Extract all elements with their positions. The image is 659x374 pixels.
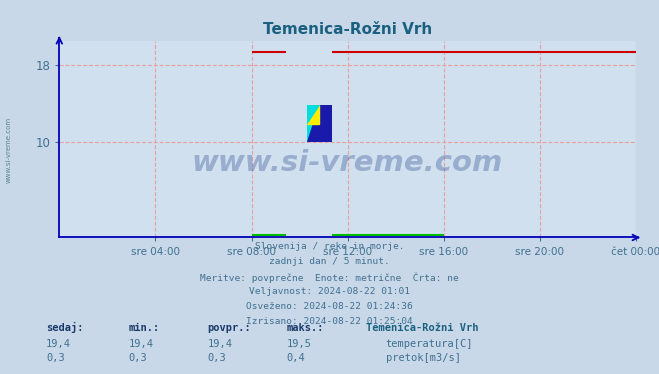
Text: Meritve: povprečne  Enote: metrične  Črta: ne: Meritve: povprečne Enote: metrične Črta:… — [200, 272, 459, 283]
Text: 0,3: 0,3 — [129, 353, 147, 363]
Text: Izrisano: 2024-08-22 01:25:04: Izrisano: 2024-08-22 01:25:04 — [246, 317, 413, 326]
Text: temperatura[C]: temperatura[C] — [386, 339, 473, 349]
Polygon shape — [307, 105, 332, 142]
Text: 0,3: 0,3 — [208, 353, 226, 363]
Text: 0,4: 0,4 — [287, 353, 305, 363]
Text: maks.:: maks.: — [287, 323, 324, 333]
Text: Slovenija / reke in morje.: Slovenija / reke in morje. — [255, 242, 404, 251]
Bar — [307, 105, 320, 124]
Text: pretok[m3/s]: pretok[m3/s] — [386, 353, 461, 363]
Text: 0,3: 0,3 — [46, 353, 65, 363]
Text: povpr.:: povpr.: — [208, 323, 251, 333]
Bar — [307, 105, 320, 124]
Text: zadnji dan / 5 minut.: zadnji dan / 5 minut. — [269, 257, 390, 266]
Text: min.:: min.: — [129, 323, 159, 333]
Polygon shape — [307, 105, 320, 124]
Text: www.si-vreme.com: www.si-vreme.com — [192, 149, 503, 177]
Polygon shape — [307, 105, 332, 142]
Text: Veljavnost: 2024-08-22 01:01: Veljavnost: 2024-08-22 01:01 — [249, 287, 410, 296]
Text: 19,4: 19,4 — [208, 339, 233, 349]
Text: www.si-vreme.com: www.si-vreme.com — [5, 117, 11, 183]
Text: sedaj:: sedaj: — [46, 322, 84, 333]
Text: 19,4: 19,4 — [129, 339, 154, 349]
Text: Temenica-Rožni Vrh: Temenica-Rožni Vrh — [366, 323, 478, 333]
Text: 19,5: 19,5 — [287, 339, 312, 349]
Title: Temenica-Rožni Vrh: Temenica-Rožni Vrh — [263, 22, 432, 37]
Text: Osveženo: 2024-08-22 01:24:36: Osveženo: 2024-08-22 01:24:36 — [246, 302, 413, 311]
Text: 19,4: 19,4 — [46, 339, 71, 349]
